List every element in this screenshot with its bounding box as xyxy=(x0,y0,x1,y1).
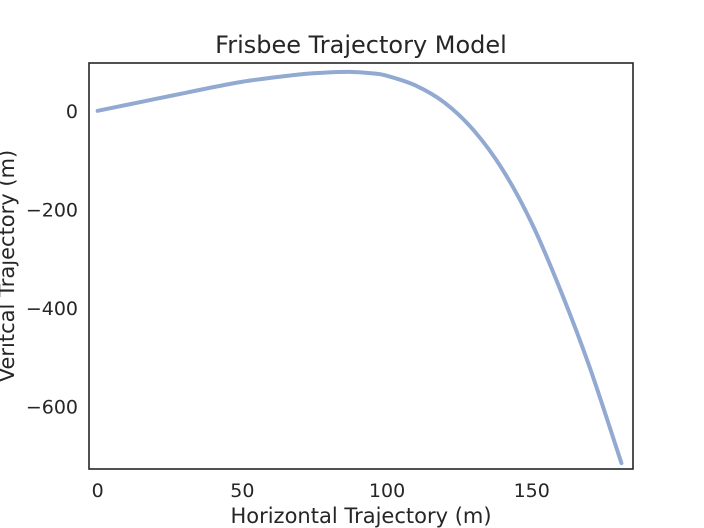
y-tick-label: −400 xyxy=(26,298,78,320)
x-tick-label: 150 xyxy=(514,480,550,502)
y-tick-label: −600 xyxy=(26,396,78,418)
plot-frame xyxy=(88,62,634,470)
x-tick-label: 100 xyxy=(369,480,405,502)
trajectory-line xyxy=(95,69,624,466)
x-tick-label: 50 xyxy=(230,480,254,502)
x-tick-label: 0 xyxy=(92,480,104,502)
y-axis-label: Veritcal Trajectory (m) xyxy=(0,150,19,383)
x-axis-label: Horizontal Trajectory (m) xyxy=(230,504,491,528)
y-tick-label: −200 xyxy=(26,199,78,221)
y-tick-label: 0 xyxy=(66,101,78,123)
tick-labels: 0 50 100 150 0 −200 −400 −600 xyxy=(26,101,550,502)
chart-title: Frisbee Trajectory Model xyxy=(215,31,507,59)
